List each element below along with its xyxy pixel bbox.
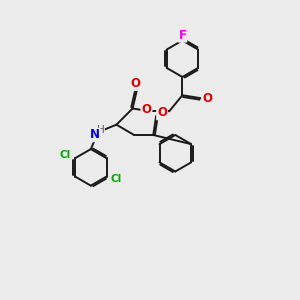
Text: O: O (202, 92, 212, 105)
Text: F: F (178, 29, 186, 42)
Text: O: O (142, 103, 152, 116)
Text: N: N (90, 128, 100, 142)
Text: O: O (157, 106, 167, 119)
Text: H: H (97, 125, 104, 135)
Text: O: O (130, 77, 141, 90)
Text: Cl: Cl (60, 150, 71, 160)
Text: Cl: Cl (110, 174, 122, 184)
